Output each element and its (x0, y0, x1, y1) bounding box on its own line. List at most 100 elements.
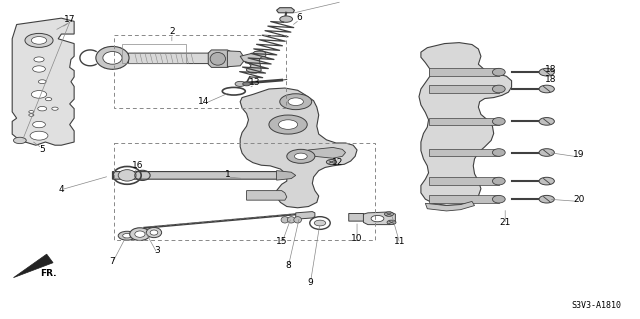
Polygon shape (113, 172, 285, 179)
Polygon shape (426, 201, 474, 211)
Polygon shape (13, 254, 53, 278)
Polygon shape (419, 43, 511, 205)
Circle shape (314, 220, 326, 226)
Circle shape (539, 85, 554, 93)
Ellipse shape (150, 230, 158, 235)
Circle shape (385, 212, 394, 216)
Bar (122, 44, 186, 63)
Ellipse shape (492, 118, 505, 125)
Circle shape (31, 91, 47, 98)
Text: 20: 20 (573, 195, 584, 204)
Circle shape (371, 215, 384, 222)
Ellipse shape (210, 52, 225, 65)
Ellipse shape (492, 149, 505, 156)
Circle shape (13, 137, 26, 144)
Text: 14: 14 (198, 97, 209, 106)
Circle shape (33, 122, 45, 128)
Circle shape (45, 98, 52, 101)
Text: 18: 18 (545, 65, 557, 74)
Circle shape (38, 107, 47, 111)
Polygon shape (429, 177, 499, 185)
Text: 11: 11 (394, 237, 406, 246)
Text: 6: 6 (297, 13, 303, 22)
Polygon shape (429, 85, 499, 93)
Ellipse shape (287, 217, 295, 223)
Polygon shape (429, 196, 499, 203)
Circle shape (387, 220, 396, 225)
Circle shape (243, 82, 250, 86)
Text: 5: 5 (39, 145, 45, 154)
Circle shape (288, 98, 303, 106)
Ellipse shape (118, 170, 136, 181)
Polygon shape (429, 68, 499, 76)
Bar (115, 143, 375, 240)
Polygon shape (208, 50, 234, 67)
Circle shape (539, 177, 554, 185)
Circle shape (278, 120, 298, 129)
Text: 17: 17 (64, 15, 76, 24)
Text: 15: 15 (276, 237, 287, 246)
Circle shape (294, 153, 307, 160)
Ellipse shape (492, 177, 505, 185)
Circle shape (118, 231, 136, 240)
Text: 4: 4 (58, 185, 64, 194)
Circle shape (29, 114, 34, 116)
Polygon shape (227, 51, 246, 67)
Polygon shape (240, 51, 266, 73)
Circle shape (539, 68, 554, 76)
Circle shape (33, 66, 45, 72)
Ellipse shape (130, 228, 150, 241)
Polygon shape (12, 18, 74, 145)
Circle shape (28, 35, 51, 46)
Circle shape (30, 131, 48, 140)
Circle shape (539, 196, 554, 203)
Polygon shape (129, 53, 218, 63)
Circle shape (123, 234, 132, 238)
Polygon shape (429, 118, 499, 125)
Polygon shape (240, 88, 357, 208)
Text: 9: 9 (308, 278, 314, 287)
Ellipse shape (492, 196, 505, 203)
Polygon shape (308, 147, 346, 158)
Ellipse shape (135, 231, 145, 237)
Polygon shape (429, 149, 499, 156)
Circle shape (31, 37, 47, 44)
Circle shape (539, 118, 554, 125)
Ellipse shape (147, 227, 162, 238)
Circle shape (52, 107, 58, 110)
Circle shape (280, 16, 292, 22)
Ellipse shape (96, 47, 129, 69)
Ellipse shape (492, 68, 505, 76)
Circle shape (38, 80, 46, 84)
Polygon shape (296, 211, 315, 219)
Polygon shape (276, 171, 296, 180)
Bar (115, 35, 285, 108)
Ellipse shape (492, 85, 505, 93)
Circle shape (29, 111, 34, 113)
Text: 3: 3 (154, 247, 160, 256)
Text: 10: 10 (351, 234, 363, 243)
Circle shape (34, 57, 44, 62)
Circle shape (287, 149, 315, 163)
Circle shape (235, 81, 245, 86)
Text: FR.: FR. (40, 269, 57, 278)
Circle shape (539, 149, 554, 156)
Text: 13: 13 (249, 78, 260, 87)
Circle shape (326, 160, 337, 165)
Text: 12: 12 (332, 158, 344, 167)
Polygon shape (246, 191, 287, 200)
Ellipse shape (281, 217, 289, 223)
Text: S3V3-A1810: S3V3-A1810 (572, 301, 621, 310)
Circle shape (269, 115, 307, 134)
Circle shape (25, 33, 53, 48)
Text: 21: 21 (499, 218, 511, 227)
Polygon shape (349, 213, 366, 221)
Polygon shape (276, 8, 294, 13)
Ellipse shape (294, 217, 301, 223)
Text: 7: 7 (109, 257, 115, 266)
Text: 18: 18 (545, 75, 557, 84)
Circle shape (280, 94, 312, 110)
Ellipse shape (103, 51, 122, 64)
Text: 16: 16 (132, 161, 144, 170)
Polygon shape (364, 212, 396, 225)
